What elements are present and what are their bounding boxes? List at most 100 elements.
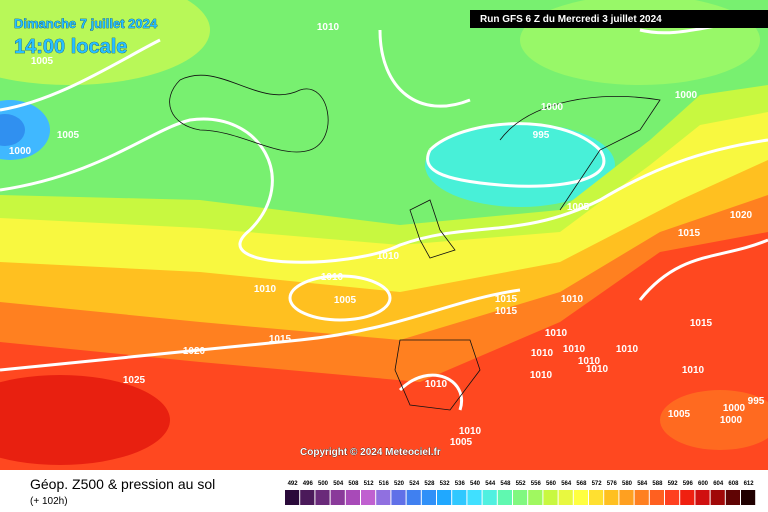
scale-swatch — [315, 490, 330, 505]
scale-swatch — [437, 490, 452, 505]
forecast-time: 14:00 locale — [14, 36, 127, 58]
scale-swatch — [528, 490, 543, 505]
isobar-label: 1015 — [678, 228, 701, 239]
scale-label: 508 — [348, 481, 359, 487]
scale-swatch — [376, 490, 391, 505]
isobar-label: 1000 — [541, 102, 564, 113]
isobar-label: 1015 — [269, 334, 292, 345]
scale-label: 524 — [409, 481, 420, 487]
scale-label: 612 — [744, 481, 755, 487]
scale-swatch — [300, 490, 315, 505]
scale-swatch — [406, 490, 421, 505]
isobar-label: 1010 — [377, 251, 400, 262]
scale-swatch — [391, 490, 406, 505]
scale-swatch — [558, 490, 573, 505]
scale-swatch — [345, 490, 360, 505]
scale-swatch — [285, 490, 300, 505]
isobar-label: 1010 — [563, 344, 586, 355]
map-background — [0, 0, 768, 470]
isobar-label: 1010 — [459, 426, 482, 437]
scale-label: 536 — [455, 481, 466, 487]
scale-swatch — [680, 490, 695, 505]
scale-swatch — [741, 490, 756, 505]
isobar-label: 1025 — [123, 375, 146, 386]
isobar-label: 1015 — [495, 294, 518, 305]
scale-label: 596 — [683, 481, 694, 487]
isobar-label: 1010 — [254, 284, 277, 295]
color-scale: 492 496 500 504 508 512 516 520 524 528 532 536 540 5… — [285, 481, 756, 505]
isobar-label: 1015 — [690, 318, 713, 329]
isobar-label: 1020 — [730, 210, 753, 221]
scale-label: 548 — [500, 481, 511, 487]
run-info: Run GFS 6 Z du Mercredi 3 juillet 2024 — [480, 14, 662, 25]
scale-label: 516 — [379, 481, 390, 487]
isobar-label: 1010 — [545, 328, 568, 339]
scale-label: 496 — [303, 481, 314, 487]
scale-swatch — [725, 490, 740, 505]
scale-label: 588 — [652, 481, 663, 487]
isobar-labels: 1010100510051000100099510001005102010151… — [9, 22, 765, 448]
isobar-label: 1010 — [317, 22, 340, 33]
isobar-label: 1010 — [561, 294, 584, 305]
isobar-label: 1010 — [321, 272, 344, 283]
scale-swatch — [573, 490, 588, 505]
scale-label: 512 — [364, 481, 375, 487]
isobar-label: 1005 — [668, 409, 691, 420]
product-title: Géop. Z500 & pression au sol — [30, 476, 215, 492]
scale-swatch — [330, 490, 345, 505]
isobar-label: 1005 — [57, 130, 80, 141]
isobar-label: 1010 — [578, 356, 601, 367]
scale-label: 560 — [546, 481, 557, 487]
scale-swatch — [665, 490, 680, 505]
isobar-label: 1000 — [9, 146, 32, 157]
isobar-label: 1010 — [682, 365, 705, 376]
scale-swatch — [452, 490, 467, 505]
scale-swatch — [710, 490, 725, 505]
scale-swatch — [649, 490, 664, 505]
lead-time: (+ 102h) — [30, 496, 68, 507]
isobar-label: 1015 — [495, 306, 518, 317]
scale-label: 572 — [592, 481, 603, 487]
scale-label: 532 — [440, 481, 451, 487]
scale-swatch — [497, 490, 512, 505]
isobar-label: 1010 — [530, 370, 553, 381]
scale-swatch — [543, 490, 558, 505]
scale-label: 592 — [668, 481, 679, 487]
isobar-label: 1010 — [586, 364, 609, 375]
isobar-label: 1005 — [450, 437, 473, 448]
scale-swatch — [361, 490, 376, 505]
scale-swatch — [695, 490, 710, 505]
scale-label: 576 — [607, 481, 618, 487]
scale-swatch — [467, 490, 482, 505]
isobar-label: 1000 — [723, 403, 746, 414]
scale-swatch — [634, 490, 649, 505]
coastlines — [169, 74, 661, 411]
scale-label: 584 — [637, 481, 648, 487]
scale-label: 600 — [698, 481, 709, 487]
isobar-label: 1005 — [334, 295, 357, 306]
isobar-label: 1005 — [567, 202, 590, 213]
scale-label: 608 — [728, 481, 739, 487]
scale-label: 556 — [531, 481, 542, 487]
scale-label: 552 — [516, 481, 527, 487]
isobar-label: 1020 — [183, 346, 206, 357]
isobar-label: 995 — [533, 130, 550, 141]
isobar-label: 1000 — [675, 90, 698, 101]
scale-label: 568 — [576, 481, 587, 487]
scale-label: 564 — [561, 481, 572, 487]
isobar-label: 995 — [748, 396, 765, 407]
scale-label: 500 — [318, 481, 329, 487]
scale-swatch — [482, 490, 497, 505]
isobar-label: 1005 — [31, 56, 54, 67]
scale-swatch — [589, 490, 604, 505]
scale-label: 580 — [622, 481, 633, 487]
scale-label: 528 — [424, 481, 435, 487]
scale-swatch — [513, 490, 528, 505]
scale-swatch — [604, 490, 619, 505]
copyright: Copyright © 2024 Meteociel.fr — [300, 447, 441, 458]
scale-label: 604 — [713, 481, 724, 487]
scale-label: 520 — [394, 481, 405, 487]
isobar-label: 1010 — [531, 348, 554, 359]
run-banner — [470, 10, 768, 28]
